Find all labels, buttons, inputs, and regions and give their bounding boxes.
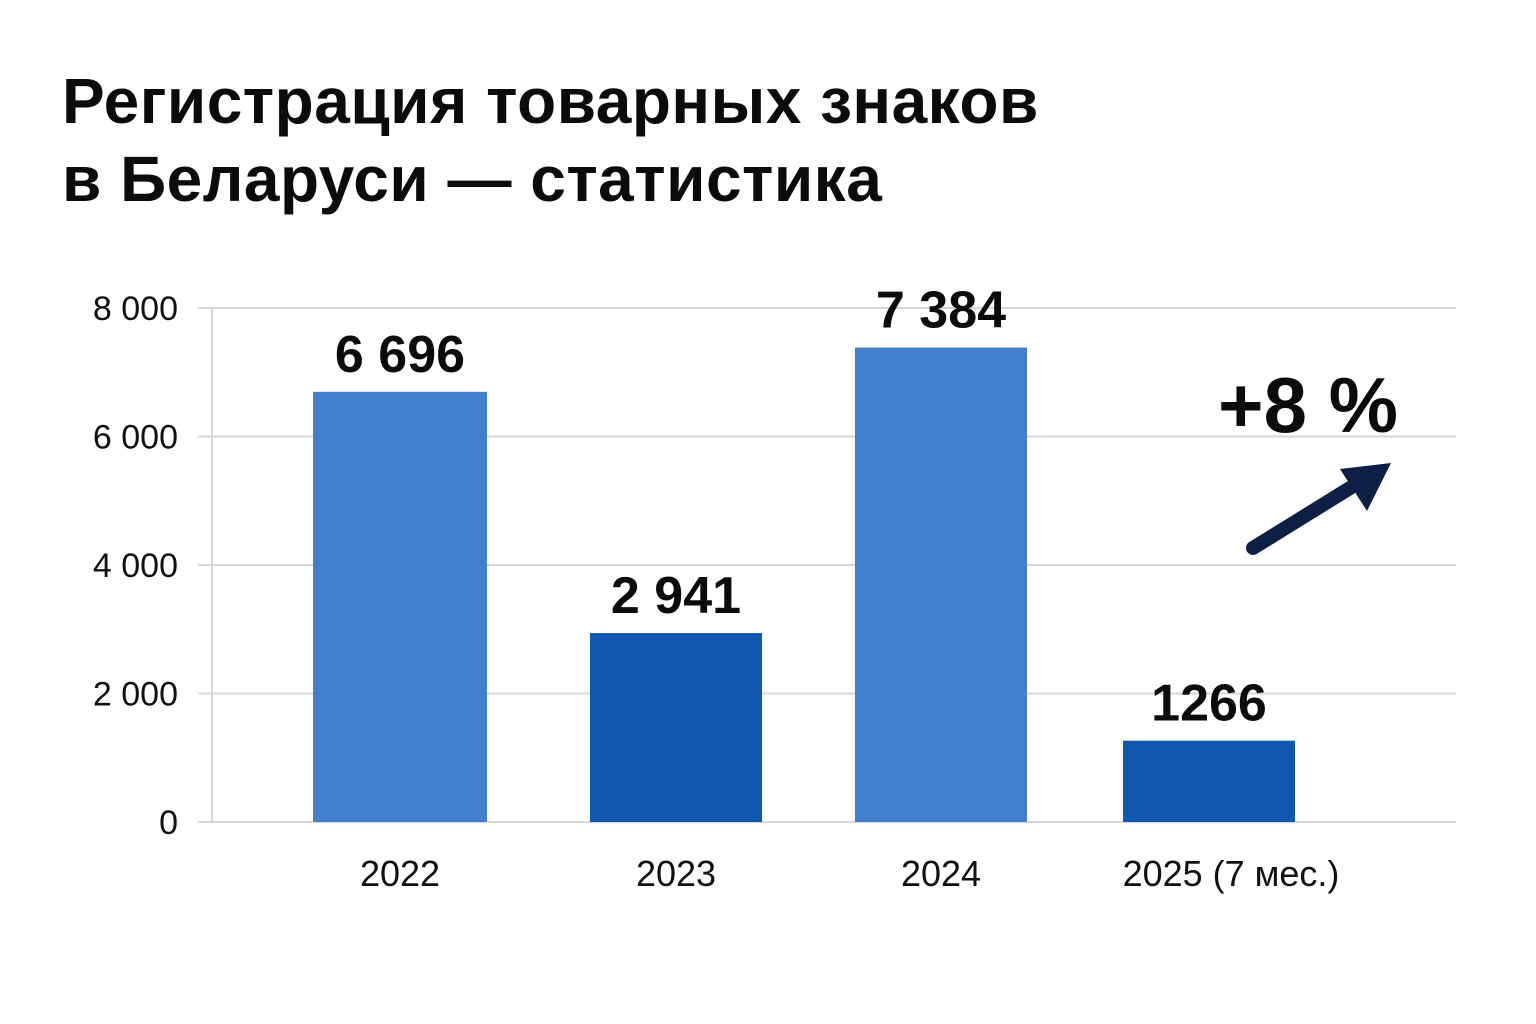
bar-2024 [855, 347, 1027, 822]
bar-2025 [1123, 740, 1295, 822]
y-axis: 0 2 000 4 000 6 000 8 000 [93, 290, 213, 842]
y-tick-label: 2 000 [93, 676, 178, 714]
growth-label: +8 % [1218, 361, 1398, 449]
chart-title: Регистрация товарных знаков в Беларуси —… [62, 62, 1039, 218]
x-tick-label: 2023 [636, 853, 716, 894]
y-tick-label: 6 000 [93, 419, 178, 457]
arrow-head [1340, 463, 1391, 511]
data-label: 1266 [1151, 675, 1267, 733]
x-tick-label: 2024 [901, 853, 981, 894]
x-tick-label: 2022 [360, 853, 440, 894]
trend-up-arrow-icon [1246, 463, 1391, 555]
x-axis-labels: 2022 2023 2024 2025 (7 мес.) [360, 853, 1339, 894]
y-tick-label: 4 000 [93, 547, 178, 585]
arrow-shaft [1246, 481, 1357, 555]
bar-2023 [590, 633, 762, 822]
growth-annotation: +8 % [1218, 361, 1398, 555]
data-label: 6 696 [335, 326, 465, 384]
data-label: 2 941 [611, 567, 741, 625]
x-tick-label: 2025 (7 мес.) [1123, 853, 1340, 894]
data-label: 7 384 [876, 282, 1006, 340]
chart-title-line-1: Регистрация товарных знаков [62, 65, 1039, 137]
y-tick-label: 0 [159, 804, 178, 842]
y-tick-label: 8 000 [93, 290, 178, 328]
bars [313, 347, 1295, 822]
chart-title-line-2: в Беларуси — статистика [62, 143, 883, 215]
bar-2022 [313, 391, 487, 822]
data-labels: 6 696 2 941 7 384 1266 [335, 282, 1267, 733]
